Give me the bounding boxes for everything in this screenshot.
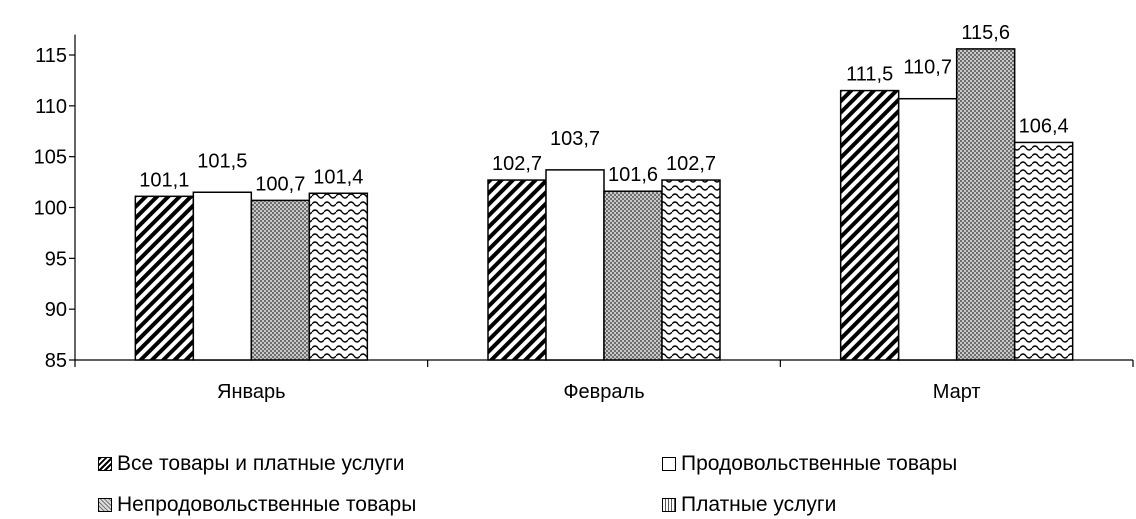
y-tick-label: 95	[45, 248, 67, 270]
bar-value-label: 110,7	[903, 57, 952, 79]
bar	[487, 179, 547, 361]
x-tick-label: Февраль	[563, 381, 644, 403]
bar-value-label: 115,6	[961, 22, 1010, 44]
bar-value-label: 101,6	[608, 164, 658, 186]
bar	[897, 97, 958, 361]
y-tick-label: 110	[35, 96, 67, 118]
x-tick-label: Январь	[217, 381, 286, 403]
bar	[250, 199, 311, 361]
bar	[308, 192, 369, 361]
bar-value-label: 111,5	[846, 64, 893, 86]
bar-value-label: 101,1	[139, 169, 189, 191]
bar-value-label: 100,7	[255, 173, 305, 195]
bar	[134, 195, 195, 361]
bar-value-label: 102,7	[492, 153, 542, 175]
bar	[1013, 141, 1074, 361]
bar-value-label: 106,4	[1019, 115, 1069, 137]
y-tick-label: 115	[35, 45, 67, 67]
bar	[545, 169, 605, 361]
bar	[661, 179, 721, 361]
bar-value-label: 103,7	[550, 128, 600, 150]
bar	[603, 190, 663, 361]
y-tick-label: 90	[45, 299, 67, 321]
x-tick-label: Март	[933, 381, 981, 403]
bar	[839, 89, 900, 361]
y-tick-label: 105	[34, 147, 67, 169]
bar	[192, 191, 253, 361]
y-tick-label: 100	[34, 198, 67, 220]
data-labels: 101,1 101,5 100,7 101,4 102,7 103,7 101,6 102,7…	[139, 22, 1068, 195]
bar-value-label: 102,7	[666, 153, 716, 175]
bar-value-label: 101,4	[313, 166, 363, 188]
y-tick-label: 85	[45, 350, 67, 372]
bar-value-label: 101,5	[197, 150, 247, 172]
bars	[134, 48, 1074, 361]
bar	[955, 48, 1016, 361]
